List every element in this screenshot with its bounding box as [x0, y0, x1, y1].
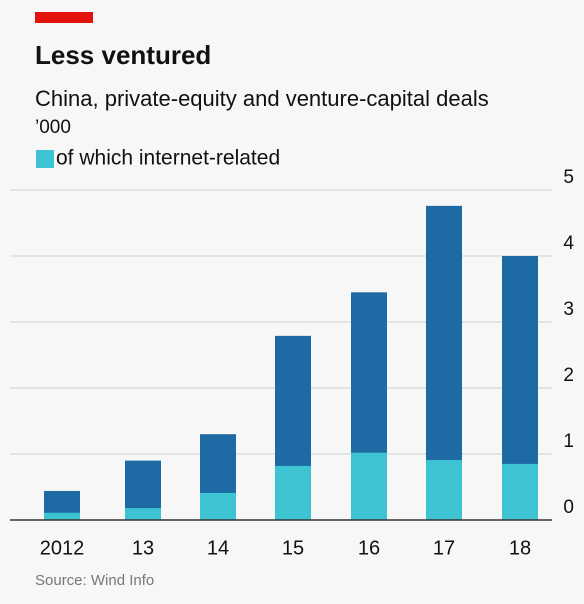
y-tick-label: 4 [563, 233, 574, 254]
x-tick-label: 18 [509, 537, 531, 559]
bar [44, 512, 80, 520]
bar [502, 463, 538, 520]
source: Source: Wind Info [35, 572, 154, 589]
y-tick-label: 2 [563, 365, 574, 386]
brand-bar [35, 12, 93, 23]
bar [275, 465, 311, 520]
unit-label: ’000 [35, 117, 71, 138]
x-tick-label: 2012 [40, 537, 85, 559]
bar [125, 508, 161, 520]
chart-title: Less ventured [35, 40, 211, 70]
x-tick-label: 17 [433, 537, 455, 559]
chart-subtitle: China, private-equity and venture-capita… [35, 86, 489, 111]
y-tick-label: 5 [563, 167, 574, 188]
x-tick-label: 15 [282, 537, 304, 559]
x-tick-label: 13 [132, 537, 154, 559]
y-tick-label: 0 [563, 497, 574, 518]
x-tick-label: 16 [358, 537, 380, 559]
x-tick-label: 14 [207, 537, 229, 559]
bar [200, 492, 236, 520]
bar [351, 452, 387, 520]
y-tick-label: 1 [563, 431, 574, 452]
bar [426, 459, 462, 520]
y-tick-label: 3 [563, 299, 574, 320]
legend-label: of which internet-related [56, 147, 280, 170]
legend-swatch [36, 150, 54, 168]
